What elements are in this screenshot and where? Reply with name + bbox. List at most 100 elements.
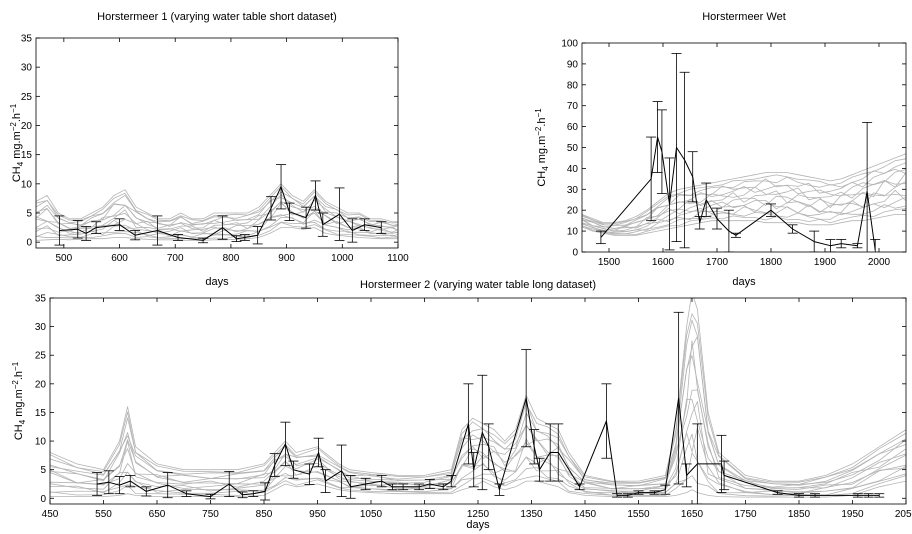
y-tick-label: 5 (40, 465, 46, 476)
error-bar (687, 151, 698, 203)
y-tick-label: 90 (567, 59, 579, 70)
error-bar (237, 491, 248, 499)
error-bar (772, 490, 783, 495)
error-bar (239, 234, 250, 241)
ensemble-line (50, 452, 906, 496)
error-bar (260, 482, 271, 501)
error-bar (92, 472, 103, 496)
y-tick-label: 0 (40, 494, 46, 505)
error-bar (288, 460, 299, 479)
error-bar (54, 215, 65, 246)
ensemble-line (582, 208, 906, 235)
error-bar (477, 374, 488, 491)
y-tick-label: 10 (21, 179, 33, 190)
x-tick-label: 600 (111, 253, 128, 264)
y-tick-label: 15 (35, 408, 47, 419)
ensemble-line (36, 185, 398, 224)
error-bar (280, 421, 291, 467)
x-tick-label: 1250 (467, 509, 490, 520)
y-tick-label: 70 (567, 101, 579, 112)
y-tick-label: 25 (21, 92, 33, 103)
error-bar (483, 423, 494, 471)
error-bar (336, 444, 347, 497)
error-bar (438, 483, 449, 491)
axes-frame (35, 37, 399, 249)
x-tick-label: 1600 (652, 257, 675, 268)
y-tick-label: 0 (572, 248, 578, 259)
ensemble-line (36, 222, 398, 240)
x-tick-label: 1700 (706, 257, 729, 268)
error-bar (521, 349, 532, 448)
x-tick-label: 1550 (627, 509, 650, 520)
error-bar (141, 486, 152, 497)
error-bar (181, 490, 192, 497)
ensemble-line (50, 401, 906, 494)
error-bar (217, 215, 228, 240)
error-bar (852, 493, 863, 498)
error-bar (553, 423, 564, 482)
error-bar (266, 196, 277, 221)
chart-panel-p2: Horstermeer Wet 1500 1600 1700 1800 1900 2000 0… (534, 11, 907, 288)
ensemble-line (36, 210, 398, 237)
ensemble-line (36, 191, 398, 226)
error-bar (114, 476, 125, 495)
error-bar (681, 463, 692, 488)
error-bar (719, 460, 730, 491)
model-ensemble-band (36, 183, 398, 241)
error-bar (664, 157, 675, 251)
y-tick-label: 10 (567, 227, 579, 238)
x-tick-label: 850 (256, 509, 273, 520)
x-tick-label: 550 (95, 509, 112, 520)
ensemble-line (582, 169, 906, 228)
y-tick-label: 20 (21, 121, 33, 132)
ensemble-line (36, 183, 398, 223)
error-bar (91, 221, 102, 234)
chart-title: Horstermeer 1 (varying water table short… (97, 11, 337, 23)
error-bar (387, 483, 398, 491)
error-bar (673, 311, 684, 485)
ensemble-line (582, 158, 906, 224)
x-tick-label: 1000 (331, 253, 354, 264)
error-bar (205, 493, 216, 500)
x-tick-label: 1900 (814, 257, 837, 268)
x-tick-label: 1050 (360, 509, 383, 520)
y-tick-label: 35 (21, 34, 33, 45)
y-axis-label: CH4 mg.m−2.h−1 (11, 361, 27, 440)
error-bar (787, 224, 798, 234)
ensemble-line (50, 319, 906, 485)
ensemble-line (50, 398, 906, 491)
x-tick-label: 750 (202, 509, 219, 520)
ensemble-line (582, 180, 906, 229)
error-bar (252, 226, 263, 245)
y-tick-label: 50 (567, 143, 579, 154)
chart-panel-p3: Horstermeer 2 (varying water table long … (11, 279, 912, 531)
y-tick-label: 100 (561, 39, 578, 50)
x-axis-label: days (732, 276, 756, 288)
x-tick-label: 1850 (788, 509, 811, 520)
error-bar (652, 101, 663, 173)
error-bar (376, 474, 387, 488)
x-tick-label: 1500 (598, 257, 621, 268)
ensemble-line (36, 227, 398, 241)
error-bar (398, 483, 409, 491)
ensemble-line (582, 204, 906, 235)
ensemble-line (582, 192, 906, 232)
error-bar (359, 218, 370, 231)
x-tick-label: 800 (223, 253, 240, 264)
error-bar (376, 221, 387, 234)
error-bar (730, 232, 741, 238)
error-bar (766, 203, 776, 217)
x-tick-label: 1150 (414, 509, 436, 520)
error-bar (852, 243, 863, 249)
error-bar (414, 483, 425, 491)
error-bar (224, 470, 235, 497)
x-tick-label: 1350 (520, 509, 543, 520)
error-bar (269, 453, 280, 477)
x-tick-label: 950 (309, 509, 326, 520)
ensemble-line (582, 168, 906, 226)
y-tick-label: 30 (35, 322, 47, 333)
error-bar (836, 239, 847, 249)
error-bar (248, 490, 259, 497)
x-tick-label: 1950 (841, 509, 864, 520)
